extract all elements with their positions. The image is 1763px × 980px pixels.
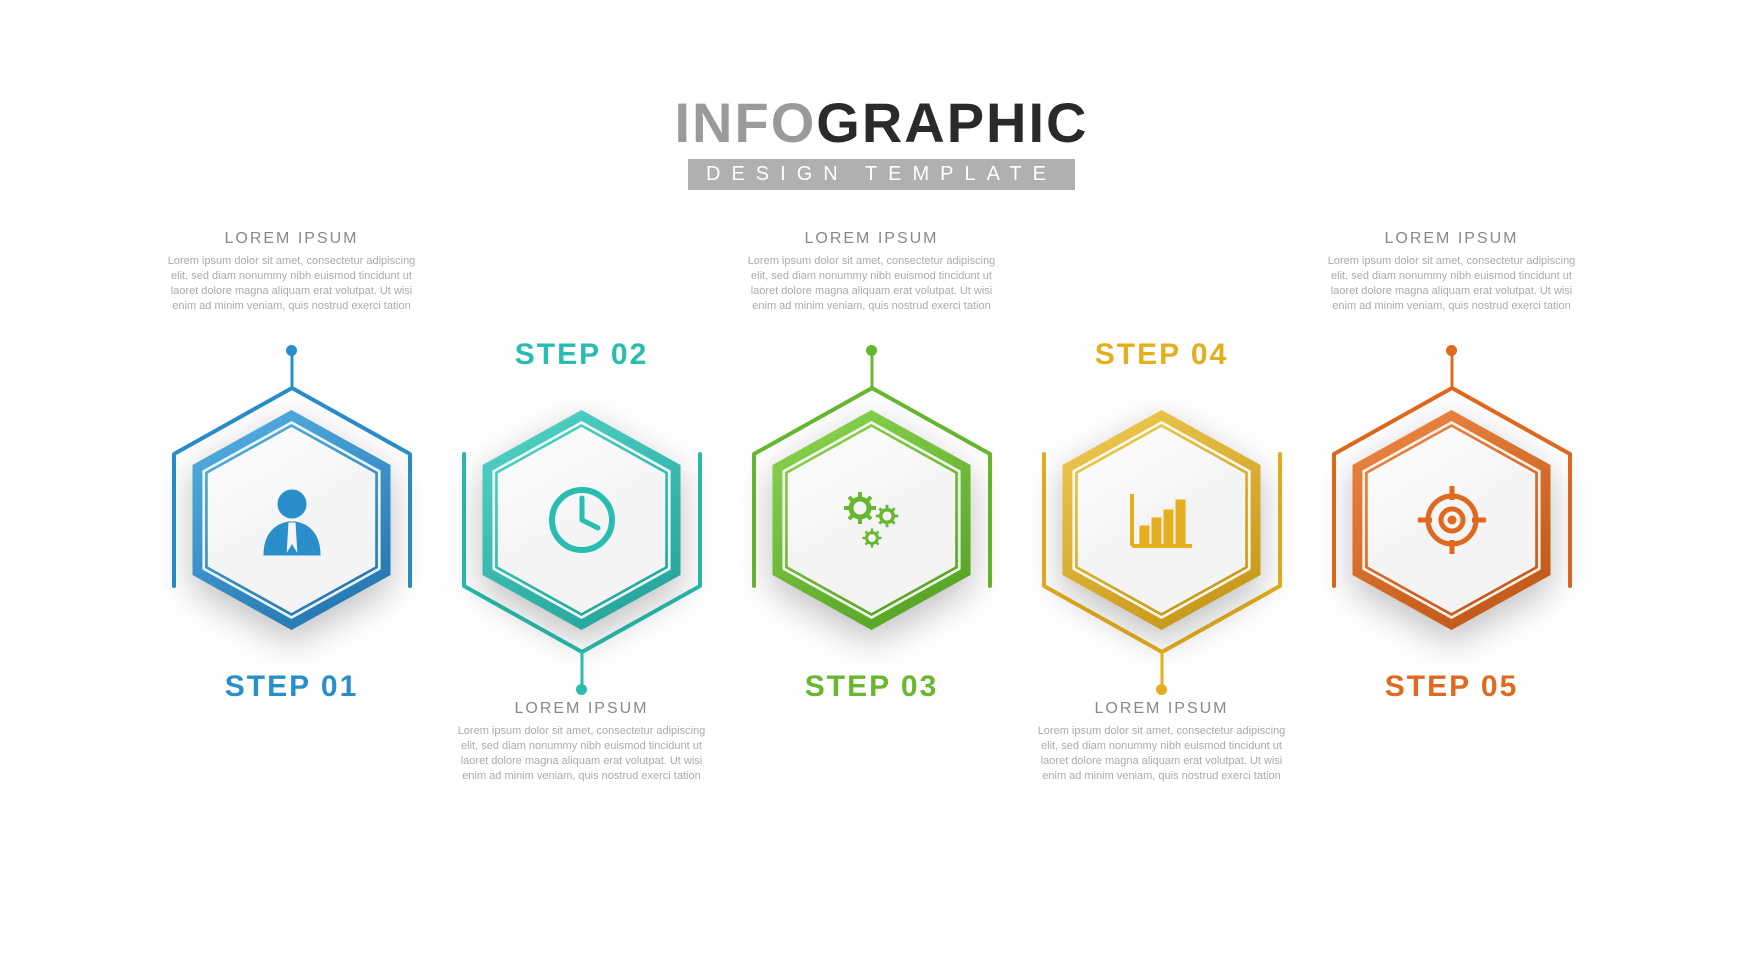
step-text-body: Lorem ipsum dolor sit amet, consectetur …: [1322, 254, 1582, 313]
step-text-title: LOREM IPSUM: [1322, 230, 1582, 248]
clock-icon: [542, 480, 622, 560]
hex-step-2: [442, 380, 722, 660]
step-label: STEP 05: [1312, 670, 1592, 704]
step-text-title: LOREM IPSUM: [162, 230, 422, 248]
title-part1: INFO: [675, 91, 817, 154]
step-text-title: LOREM IPSUM: [452, 700, 712, 718]
barchart-icon: [1122, 480, 1202, 560]
hex-step-3: [732, 380, 1012, 660]
connector: [290, 350, 293, 388]
hex-step-5: [1312, 380, 1592, 660]
step-text-body: Lorem ipsum dolor sit amet, consectetur …: [742, 254, 1002, 313]
title-part2: GRAPHIC: [816, 91, 1088, 154]
connector: [580, 652, 583, 690]
step-text-body: Lorem ipsum dolor sit amet, consectetur …: [162, 254, 422, 313]
step-text-block: LOREM IPSUM Lorem ipsum dolor sit amet, …: [442, 700, 722, 783]
gears-icon: [832, 480, 912, 560]
step-text-block: LOREM IPSUM Lorem ipsum dolor sit amet, …: [732, 230, 1012, 313]
steps-row: LOREM IPSUM Lorem ipsum dolor sit amet, …: [152, 220, 1612, 840]
step-text-body: Lorem ipsum dolor sit amet, consectetur …: [452, 724, 712, 783]
step-text-title: LOREM IPSUM: [742, 230, 1002, 248]
step-text-block: LOREM IPSUM Lorem ipsum dolor sit amet, …: [152, 230, 432, 313]
infographic-title-block: INFOGRAPHIC DESIGN TEMPLATE: [675, 90, 1089, 190]
hex-step-4: [1022, 380, 1302, 660]
connector: [1160, 652, 1163, 690]
infographic-title: INFOGRAPHIC: [675, 90, 1089, 155]
step-label: STEP 03: [732, 670, 1012, 704]
person-icon: [252, 480, 332, 560]
target-icon: [1412, 480, 1492, 560]
step-label: STEP 01: [152, 670, 432, 704]
infographic-subtitle: DESIGN TEMPLATE: [688, 159, 1075, 190]
connector: [870, 350, 873, 388]
step-text-body: Lorem ipsum dolor sit amet, consectetur …: [1032, 724, 1292, 783]
step-text-title: LOREM IPSUM: [1032, 700, 1292, 718]
hex-step-1: [152, 380, 432, 660]
step-label: STEP 04: [1022, 338, 1302, 372]
step-label: STEP 02: [442, 338, 722, 372]
step-text-block: LOREM IPSUM Lorem ipsum dolor sit amet, …: [1312, 230, 1592, 313]
connector: [1450, 350, 1453, 388]
step-text-block: LOREM IPSUM Lorem ipsum dolor sit amet, …: [1022, 700, 1302, 783]
